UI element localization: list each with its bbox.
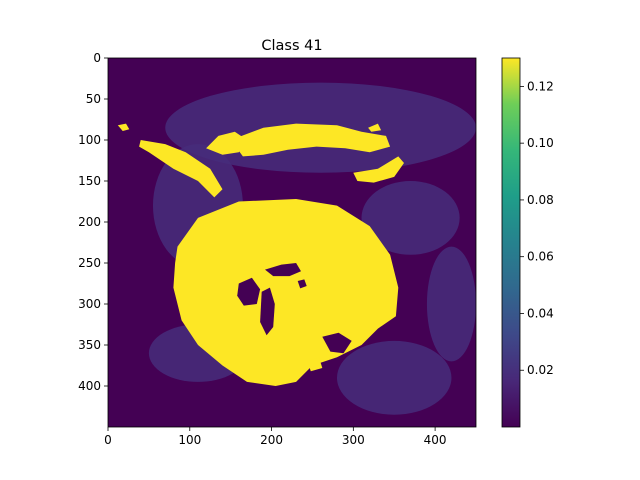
y-axis: 0 50 100 150 200 250 300 350 400 — [78, 51, 108, 393]
heatmap-plot-area — [107, 57, 477, 428]
hole-dot — [297, 279, 307, 289]
colorbar-tick-label: 0.10 — [527, 136, 554, 150]
y-tick-label: 350 — [78, 338, 101, 352]
plot-frame — [107, 57, 477, 428]
faint-region-lower-right — [336, 340, 452, 415]
high-region-upper-center-band — [230, 123, 391, 157]
y-tick-label: 200 — [78, 215, 101, 229]
hole-left-eye — [237, 277, 261, 306]
y-tick-label: 300 — [78, 297, 101, 311]
y-tick-label: 100 — [78, 133, 101, 147]
faint-region-right-cheek — [361, 181, 460, 255]
high-region-upper-left-dot — [117, 123, 130, 131]
high-region-lower-right-fleck — [307, 357, 323, 372]
colorbar-tick-label: 0.08 — [527, 193, 554, 207]
hole-nose-slot — [260, 287, 275, 336]
y-tick-label: 50 — [86, 92, 101, 106]
x-tick-label: 100 — [178, 433, 201, 447]
chart-title: Class 41 — [261, 38, 322, 54]
colorbar-tick-label: 0.04 — [527, 306, 554, 320]
y-tick-label: 150 — [78, 174, 101, 188]
x-tick-label: 0 — [104, 433, 112, 447]
high-region-upper-left-tip — [206, 131, 247, 155]
colorbar-gradient — [501, 57, 521, 428]
hole-lower-notch — [322, 332, 352, 354]
high-region-upper-right-tail — [353, 156, 404, 183]
x-tick-label: 200 — [260, 433, 283, 447]
y-tick-label: 0 — [93, 51, 101, 65]
high-region-upper-left-streak — [139, 140, 223, 198]
x-tick-label: 300 — [342, 433, 365, 447]
faint-region-right-edge — [426, 246, 476, 362]
colorbar-tick-label: 0.02 — [527, 363, 554, 377]
high-region-upper-right-dot — [368, 123, 382, 132]
y-tick-label: 250 — [78, 256, 101, 270]
y-tick-label: 400 — [78, 379, 101, 393]
x-tick-label: 400 — [424, 433, 447, 447]
x-axis: 0 100 200 300 400 — [104, 427, 447, 447]
colorbar-tick-label: 0.12 — [527, 79, 554, 93]
colorbar-tick-label: 0.06 — [527, 250, 554, 264]
hole-brow — [265, 263, 301, 277]
colorbar: 0.02 0.04 0.06 0.08 0.10 0.12 — [501, 57, 554, 428]
